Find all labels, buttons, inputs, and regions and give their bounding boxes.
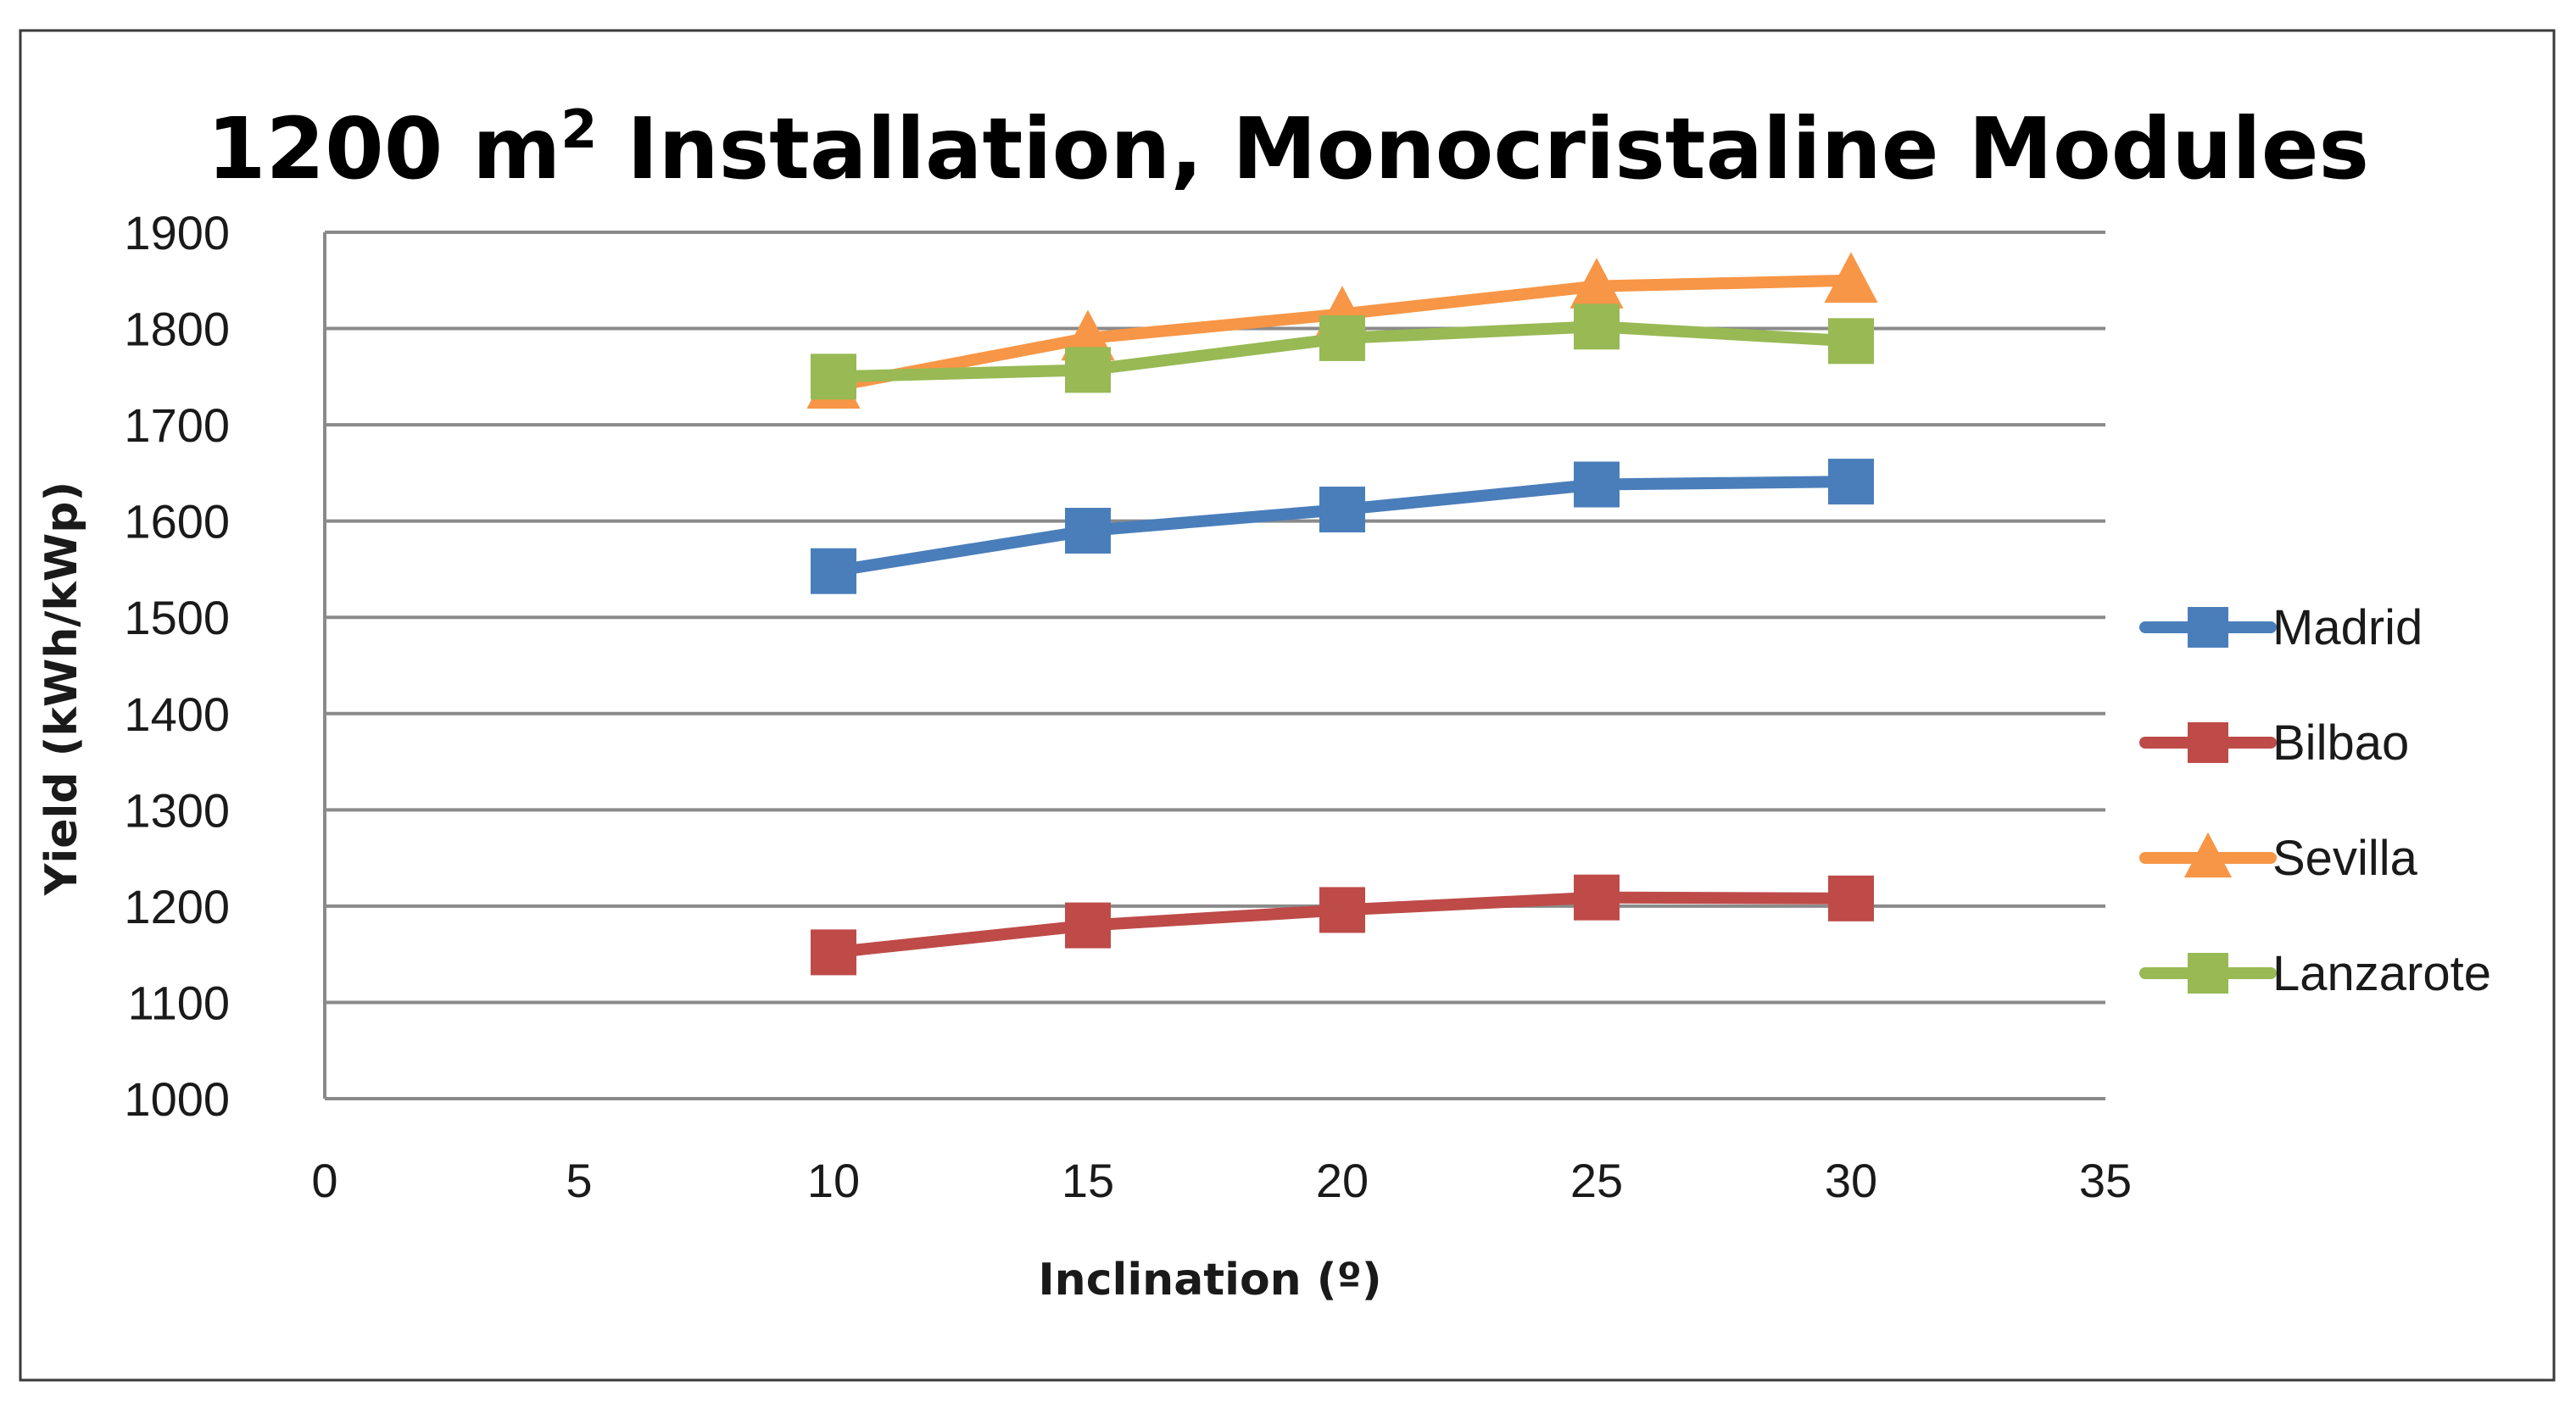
- y-tick-labels: 1000 1100 1200 1300 1400 1500 1600 1700 1800 1900: [124, 206, 230, 1126]
- data-point-bilbao: [811, 929, 856, 976]
- x-tick-labels: 0 5 10 15 20 25 30 35: [311, 1154, 2132, 1207]
- x-tick-label: 5: [566, 1154, 592, 1207]
- chart-title-prefix: 1200 m: [207, 99, 560, 198]
- legend-marker-lanzarote: [2188, 953, 2228, 994]
- chart-border: [19, 29, 2556, 1382]
- x-tick-label: 10: [807, 1154, 860, 1207]
- x-tick-label: 25: [1570, 1154, 1623, 1207]
- data-point-sevilla: [1824, 252, 1878, 303]
- series-madrid: [811, 459, 1874, 594]
- legend-marker-bilbao: [2188, 722, 2228, 763]
- x-tick-label: 35: [2079, 1154, 2132, 1207]
- legend-item-sevilla: Sevilla: [2139, 831, 2418, 886]
- chart-title-suffix: Installation, Monocristaline Modules: [597, 99, 2369, 198]
- legend-marker-madrid: [2188, 607, 2228, 648]
- y-axis-title: Yield (kWh/kWp): [36, 482, 87, 897]
- y-tick-label: 1500: [124, 591, 230, 644]
- x-tick-label: 30: [1825, 1154, 1877, 1207]
- y-tick-label: 1600: [124, 495, 230, 548]
- y-tick-label: 1200: [124, 880, 230, 933]
- data-point-madrid: [1828, 459, 1874, 505]
- data-point-bilbao: [1574, 874, 1620, 921]
- x-tick-label: 0: [311, 1154, 337, 1207]
- y-tick-label: 1300: [124, 783, 230, 837]
- x-tick-label: 20: [1316, 1154, 1369, 1207]
- data-point-lanzarote: [1065, 347, 1111, 393]
- data-point-madrid: [1065, 508, 1111, 554]
- legend-item-bilbao: Bilbao: [2139, 715, 2409, 771]
- data-point-lanzarote: [1574, 303, 1620, 350]
- chart-title-superscript: 2: [560, 98, 597, 160]
- data-point-bilbao: [1828, 875, 1874, 921]
- chart-title: 1200 m2 Installation, Monocristaline Mod…: [207, 98, 2369, 198]
- data-point-madrid: [811, 548, 856, 594]
- legend-marker-sevilla: [2183, 832, 2233, 878]
- y-tick-label: 1400: [124, 688, 230, 741]
- legend: Madrid Bilbao Sevilla Lanzarote: [2139, 600, 2491, 1001]
- y-tick-label: 1100: [128, 976, 230, 1029]
- legend-label-bilbao: Bilbao: [2272, 715, 2409, 771]
- legend-label-sevilla: Sevilla: [2272, 831, 2418, 886]
- series-bilbao: [811, 874, 1874, 976]
- data-point-lanzarote: [1319, 315, 1365, 361]
- x-tick-label: 15: [1062, 1154, 1114, 1207]
- data-point-lanzarote: [1828, 318, 1874, 365]
- legend-item-lanzarote: Lanzarote: [2139, 946, 2491, 1001]
- data-point-bilbao: [1065, 902, 1111, 949]
- series-lines: [806, 252, 1878, 976]
- legend-label-madrid: Madrid: [2272, 600, 2423, 655]
- y-tick-label: 1900: [124, 206, 230, 259]
- data-point-bilbao: [1319, 887, 1365, 933]
- x-axis-title: Inclination (º): [1038, 1255, 1381, 1306]
- series-lanzarote: [811, 303, 1874, 400]
- axes: [323, 232, 2105, 1100]
- y-tick-label: 1800: [124, 303, 230, 356]
- y-tick-label: 1700: [124, 398, 230, 452]
- legend-label-lanzarote: Lanzarote: [2272, 946, 2491, 1001]
- legend-item-madrid: Madrid: [2139, 600, 2423, 655]
- data-point-lanzarote: [811, 354, 856, 400]
- y-tick-label: 1000: [124, 1072, 230, 1126]
- data-point-madrid: [1574, 461, 1620, 508]
- data-point-madrid: [1319, 487, 1365, 533]
